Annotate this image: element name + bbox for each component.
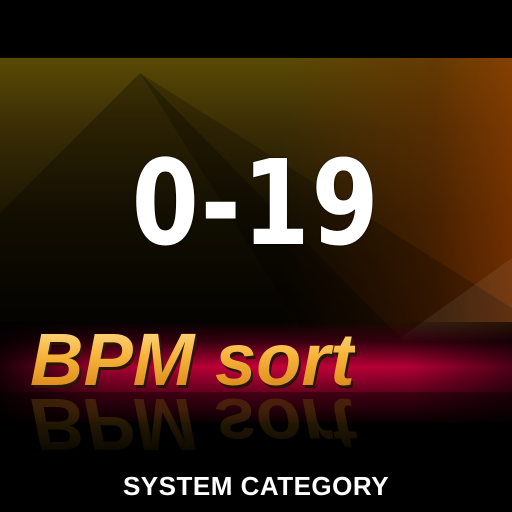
- pyramid-shapes: [0, 73, 512, 374]
- red-stripe: [0, 322, 512, 422]
- bottom-fade: [0, 410, 512, 470]
- bpm-sort-title: BPM sort: [30, 318, 355, 401]
- bpm-range-label: 0-19: [131, 134, 381, 272]
- pyramid-shadow-right: [140, 73, 512, 374]
- pyramid-shadow-left: [0, 73, 420, 358]
- top-band: [0, 0, 512, 58]
- system-category-caption: SYSTEM CATEGORY: [122, 471, 390, 501]
- background-art: [0, 58, 512, 374]
